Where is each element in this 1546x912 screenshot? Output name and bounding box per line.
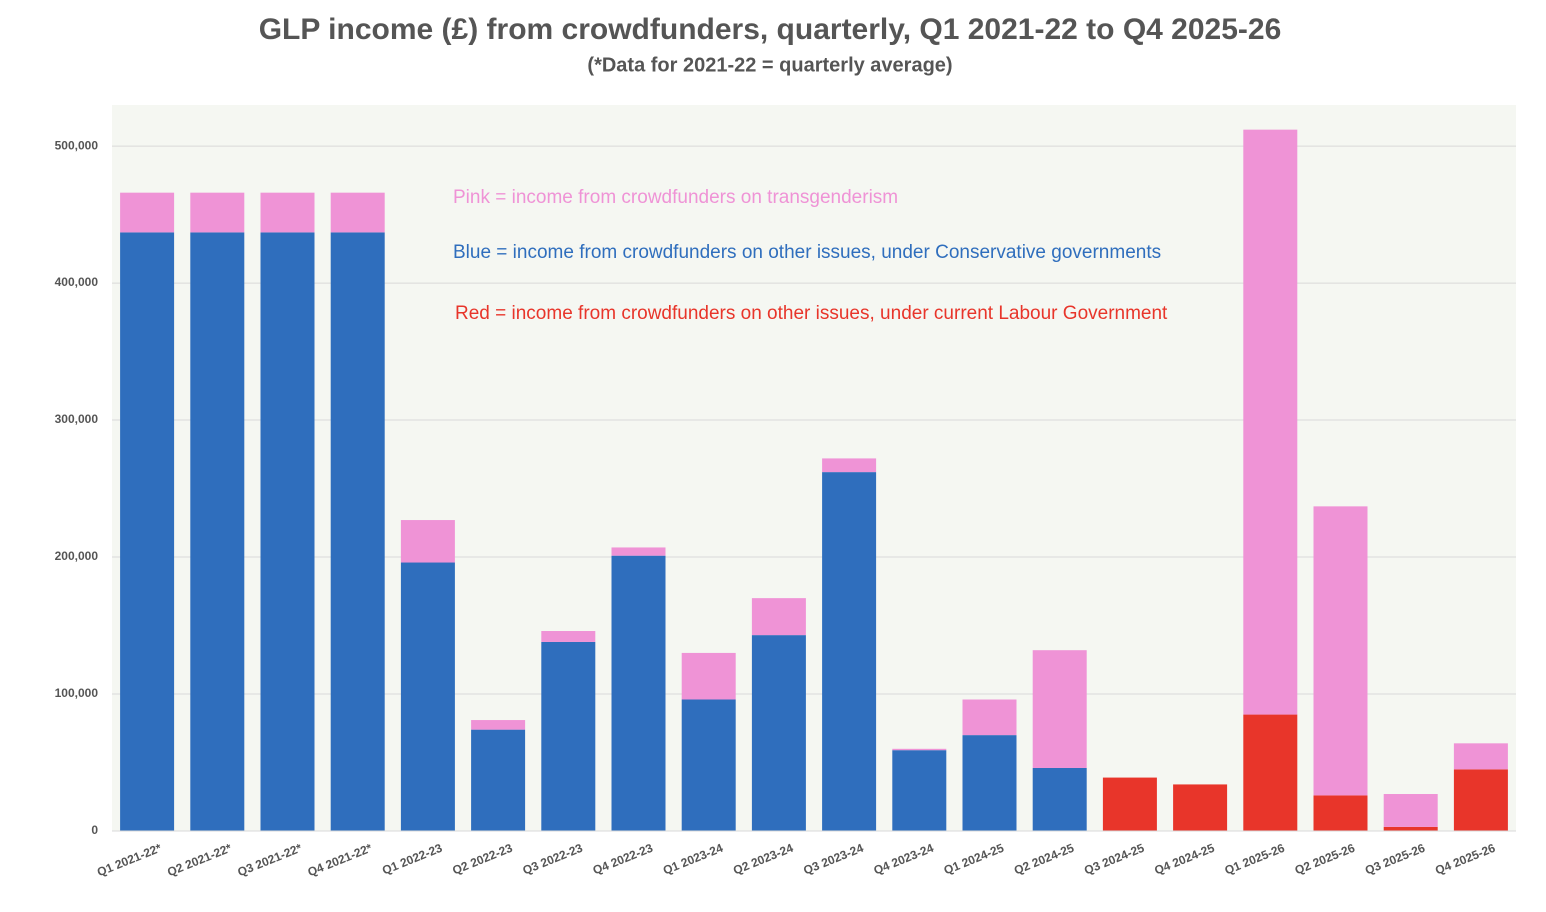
x-tick-label: Q3 2023-24	[801, 841, 865, 878]
x-tick-label: Q3 2024-25	[1082, 841, 1146, 878]
bar-segment	[400, 520, 455, 563]
y-tick-label: 100,000	[55, 686, 99, 700]
bar-segment	[1032, 650, 1087, 768]
bar-segment	[1102, 777, 1157, 831]
bar-segment	[190, 192, 245, 233]
bar-segment	[260, 232, 315, 831]
bar-segment	[471, 720, 526, 730]
x-tick-label: Q2 2023-24	[731, 841, 795, 878]
y-tick-label: 200,000	[55, 549, 99, 563]
bar-segment	[120, 192, 175, 233]
bar-segment	[751, 635, 806, 831]
bar-segment	[541, 641, 596, 831]
x-tick-label: Q4 2024-25	[1152, 841, 1216, 878]
bar-segment	[1313, 795, 1368, 831]
x-tick-label: Q2 2022-23	[450, 841, 514, 878]
bar-segment	[330, 192, 385, 233]
bar-segment	[892, 748, 947, 751]
y-tick-label: 500,000	[55, 138, 99, 152]
x-tick-label: Q2 2024-25	[1012, 841, 1076, 878]
x-tick-label: Q4 2025-26	[1433, 841, 1497, 878]
bar-segment	[1453, 743, 1508, 770]
bar-segment	[471, 729, 526, 831]
bar-segment	[260, 192, 315, 233]
x-tick-label: Q1 2024-25	[942, 841, 1006, 878]
x-tick-label: Q4 2021-22*	[306, 841, 375, 880]
y-tick-label: 0	[91, 823, 98, 837]
bar-segment	[400, 562, 455, 831]
y-tick-label: 400,000	[55, 275, 99, 289]
bar-segment	[1383, 826, 1438, 831]
bar-segment	[962, 699, 1017, 736]
y-tick-label: 300,000	[55, 412, 99, 426]
x-tick-label: Q2 2021-22*	[165, 841, 234, 880]
bar-segment	[1173, 784, 1228, 831]
x-tick-label: Q3 2022-23	[521, 841, 585, 878]
bar-segment	[681, 652, 736, 700]
bar-segment	[1032, 767, 1087, 831]
bar-segment	[1313, 506, 1368, 796]
bar-segment	[892, 750, 947, 831]
plot-area	[112, 105, 1516, 831]
legend-annotation: Pink = income from crowdfunders on trans…	[453, 187, 898, 208]
bar-segment	[681, 699, 736, 831]
bar-segment	[541, 631, 596, 642]
x-tick-label: Q3 2021-22*	[235, 841, 304, 880]
x-tick-label: Q4 2023-24	[872, 841, 936, 878]
bar-segment	[330, 232, 385, 831]
bar-segment	[822, 472, 877, 831]
x-tick-label: Q4 2022-23	[591, 841, 655, 878]
bar-segment	[1243, 129, 1298, 715]
bar-segment	[751, 598, 806, 636]
bar-segment	[611, 555, 666, 831]
x-tick-label: Q1 2021-22*	[95, 841, 164, 880]
x-tick-label: Q1 2023-24	[661, 841, 725, 878]
x-tick-label: Q3 2025-26	[1363, 841, 1427, 878]
chart-title: GLP income (£) from crowdfunders, quarte…	[259, 13, 1282, 46]
bar-segment	[962, 735, 1017, 831]
x-tick-label: Q1 2022-23	[380, 841, 444, 878]
bar-segment	[1243, 714, 1298, 831]
bar-segment	[120, 232, 175, 831]
legend-annotation: Blue = income from crowdfunders on other…	[453, 242, 1161, 263]
bar-segment	[1453, 769, 1508, 831]
legend-annotation: Red = income from crowdfunders on other …	[455, 303, 1168, 324]
bar-segment	[190, 232, 245, 831]
bar-segment	[822, 458, 877, 473]
x-tick-label: Q1 2025-26	[1223, 841, 1287, 878]
bar-segment	[1383, 794, 1438, 827]
bar-segment	[611, 547, 666, 556]
chart-subtitle: (*Data for 2021-22 = quarterly average)	[587, 54, 952, 76]
x-tick-label: Q2 2025-26	[1293, 841, 1357, 878]
